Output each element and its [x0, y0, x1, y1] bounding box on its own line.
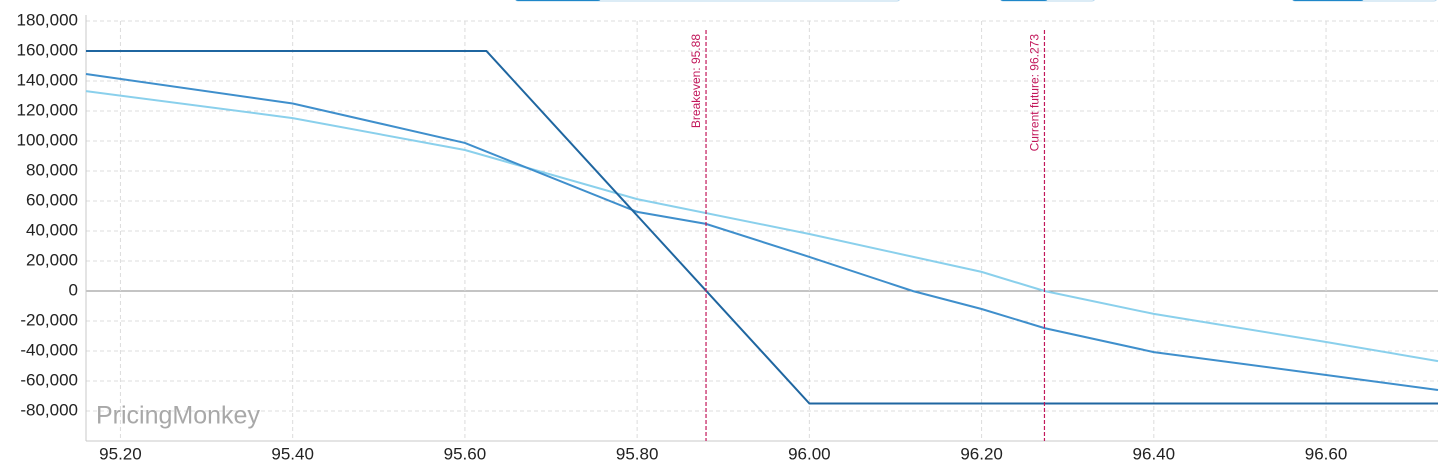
y-tick-label: 60,000	[26, 190, 78, 209]
series-line	[85, 73, 1439, 391]
y-tick-label: 180,000	[17, 10, 78, 29]
toolbar-button-active[interactable]	[1000, 0, 1048, 1]
x-tick-label: 96.20	[960, 444, 1003, 463]
x-tick-label: 95.40	[271, 444, 314, 463]
x-tick-label: 95.80	[616, 444, 659, 463]
annotation-label: Breakeven: 95.88	[689, 34, 703, 128]
series-line	[85, 90, 1439, 363]
y-tick-label: 100,000	[17, 130, 78, 149]
toolbar-button-active[interactable]	[515, 0, 601, 1]
y-tick-label: -40,000	[20, 340, 78, 359]
y-tick-label: 160,000	[17, 40, 78, 59]
x-tick-label: 96.40	[1133, 444, 1176, 463]
toolbar-button-active[interactable]	[1292, 0, 1364, 1]
x-tick-label: 95.20	[99, 444, 142, 463]
y-tick-label: 0	[69, 280, 78, 299]
x-tick-label: 96.60	[1305, 444, 1348, 463]
y-tick-label: 40,000	[26, 220, 78, 239]
y-tick-label: -60,000	[20, 370, 78, 389]
y-tick-label: 140,000	[17, 70, 78, 89]
y-tick-label: 20,000	[26, 250, 78, 269]
series-line	[86, 50, 1438, 405]
y-tick-label: 80,000	[26, 160, 78, 179]
x-tick-label: 95.60	[444, 444, 487, 463]
annotation-label: Current future: 96.273	[1028, 34, 1042, 152]
watermark: PricingMonkey	[96, 402, 260, 430]
y-tick-label: -20,000	[20, 310, 78, 329]
toolbar-button[interactable]	[515, 0, 900, 2]
y-tick-label: -80,000	[20, 400, 78, 419]
x-tick-label: 96.00	[788, 444, 831, 463]
y-tick-label: 120,000	[17, 100, 78, 119]
